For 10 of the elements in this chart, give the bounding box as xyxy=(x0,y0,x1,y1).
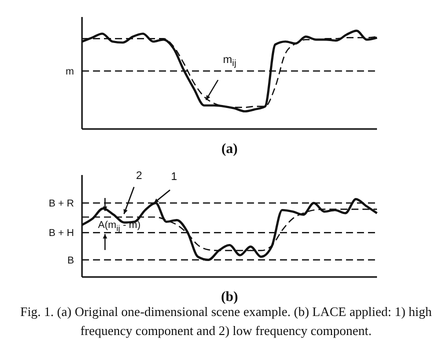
text: 2 xyxy=(135,170,144,182)
ref-line-label: B xyxy=(67,255,74,266)
ref-line-label: B + R xyxy=(48,198,74,210)
annotation: m$_{ij}$ xyxy=(222,54,238,70)
ref-line-label: B + H xyxy=(48,228,74,240)
x-axis-title: (b) xyxy=(220,290,238,305)
text: 1 xyxy=(170,171,178,183)
ref-line-label: m xyxy=(66,66,74,78)
x-axis-title: (a) xyxy=(221,142,238,157)
caption: Fig. 1. (a) Original one-dimensional scene example. (b) LACE applied: 1) high frequency component and 2) low frequency component. xyxy=(19,304,433,340)
